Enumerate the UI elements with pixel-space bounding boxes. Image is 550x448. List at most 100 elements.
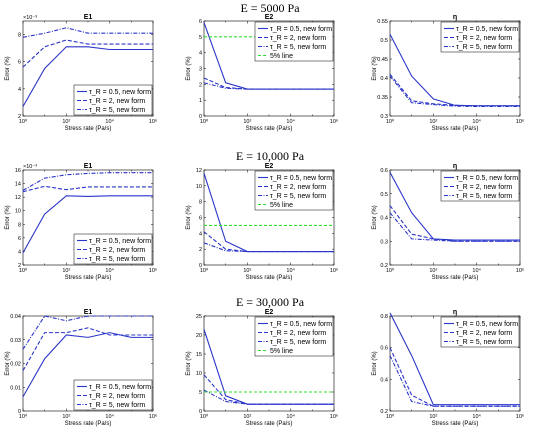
legend-label: 5% line	[270, 348, 293, 355]
panel-title: η	[453, 163, 457, 170]
y-tick-label: 0.55	[377, 19, 388, 25]
legend-label: τ_R = 0.5, new form	[456, 26, 518, 33]
y-tick-label: 2	[18, 114, 21, 120]
legend: τ_R = 0.5, new form τ_R = 2, new form τ_R …	[254, 21, 334, 62]
legend-label: τ_R = 5, new form	[456, 193, 512, 200]
panel-title: E2	[265, 163, 274, 170]
chart-panel-8: E2 0 5 10 15 20 25 10⁰ 10² 10⁴ 10⁶ Stress rate (Pa/…	[186, 309, 338, 427]
chart-panel-1: E1 ×10⁻³ 2 4 6 8 10⁰ 10² 10⁴ 10⁶ Stress rate (Pa/s…	[5, 14, 157, 132]
x-tick-label: 10⁶	[516, 118, 524, 125]
legend: τ_R = 0.5, new form τ_R = 2, new form τ_R …	[73, 233, 153, 265]
x-tick-label: 10⁰	[19, 413, 28, 420]
series-line-2	[22, 185, 153, 193]
chart-panel-3: η 0.3 0.35 0.4 0.45 0.5 0.55 10⁰ 10² 10⁴ 10⁶ Stress…	[372, 14, 524, 132]
x-axis-label: Stress rate (Pa/s)	[65, 421, 112, 427]
row-title-2: E = 10,000 Pa	[236, 149, 305, 163]
panel-title: E2	[265, 309, 274, 316]
y-tick-label: 0	[199, 114, 202, 120]
chart-panel-6: η 0.2 0.3 0.4 0.5 0.6 10⁰ 10² 10⁴ 10⁶ Stress rate …	[372, 163, 524, 281]
legend-label: τ_R = 5, new form	[89, 256, 145, 263]
y-tick-label: 0.2	[380, 263, 388, 269]
y-tick-label: 15	[196, 352, 202, 358]
legend-label: τ_R = 5, new form	[270, 193, 326, 200]
series-line-3	[389, 212, 520, 242]
legend-label: τ_R = 5, new form	[89, 107, 145, 114]
y-tick-label: 10	[196, 371, 202, 377]
y-tick-label: 3	[199, 67, 202, 73]
x-axis-label: Stress rate (Pa/s)	[432, 421, 479, 427]
legend-label: τ_R = 0.5, new form	[89, 238, 151, 245]
legend: τ_R = 0.5, new form τ_R = 2, new form τ_R …	[440, 316, 520, 348]
x-tick-label: 10⁶	[330, 118, 338, 125]
y-axis-label: Error (%)	[372, 351, 378, 375]
panel-title: η	[453, 14, 457, 21]
legend-label: τ_R = 2, new form	[270, 184, 326, 191]
y-tick-label: 0.6	[380, 346, 388, 352]
x-tick-label: 10²	[62, 268, 70, 274]
panel-title: η	[453, 309, 457, 316]
y-tick-label: 0	[199, 263, 202, 269]
x-tick-label: 10⁰	[386, 118, 395, 125]
y-tick-label: 0	[18, 409, 21, 415]
legend-label: τ_R = 0.5, new form	[89, 89, 151, 96]
panel-title: E2	[265, 14, 274, 21]
x-tick-label: 10⁰	[386, 413, 395, 420]
legend-label: τ_R = 5, new form	[89, 402, 145, 409]
y-tick-label: 0.2	[380, 409, 388, 415]
x-tick-label: 10⁰	[19, 267, 28, 274]
x-tick-label: 10⁶	[149, 413, 157, 420]
legend: τ_R = 0.5, new form τ_R = 2, new form τ_R …	[254, 316, 334, 357]
legend-label: τ_R = 2, new form	[456, 35, 512, 42]
x-axis-label: Stress rate (Pa/s)	[65, 126, 112, 132]
y-tick-label: 0.3	[380, 114, 388, 120]
x-axis-label: Stress rate (Pa/s)	[246, 126, 293, 132]
legend-label: τ_R = 5, new form	[456, 339, 512, 346]
x-tick-label: 10²	[243, 119, 251, 125]
series-line-3	[203, 82, 334, 90]
chart-panel-7: E1 0 0.01 0.02 0.03 0.04 10⁰ 10² 10⁴ 10⁶ Stress ra…	[5, 309, 157, 427]
series-line-3	[389, 75, 520, 108]
legend-label: τ_R = 5, new form	[270, 339, 326, 346]
x-axis-label: Stress rate (Pa/s)	[65, 275, 112, 281]
y-tick-label: 6	[199, 216, 202, 222]
y-tick-label: 14	[15, 182, 21, 188]
panel-title: E1	[84, 309, 93, 316]
x-tick-label: 10²	[243, 268, 251, 274]
x-tick-label: 10⁴	[105, 267, 114, 274]
x-tick-label: 10⁴	[286, 267, 295, 274]
y-tick-label: 0.8	[380, 314, 388, 320]
x-tick-label: 10⁴	[286, 413, 295, 420]
exponent-label: ×10⁻³	[23, 164, 37, 170]
panel-title: E1	[84, 163, 93, 170]
x-tick-label: 10⁰	[200, 413, 209, 420]
x-tick-label: 10²	[429, 414, 437, 420]
legend-label: τ_R = 2, new form	[270, 330, 326, 337]
x-tick-label: 10⁰	[200, 118, 209, 125]
legend-label: τ_R = 2, new form	[456, 330, 512, 337]
row-title-1: E = 5000 Pa	[240, 1, 300, 15]
y-tick-label: 2	[18, 263, 21, 269]
series-line-1	[22, 46, 153, 107]
y-tick-label: 0.04	[10, 314, 21, 320]
legend: τ_R = 0.5, new form τ_R = 2, new form τ_R …	[440, 21, 520, 53]
x-axis-label: Stress rate (Pa/s)	[246, 421, 293, 427]
x-tick-label: 10⁶	[149, 267, 157, 274]
legend-label: τ_R = 2, new form	[89, 393, 145, 400]
x-tick-label: 10⁶	[516, 267, 524, 274]
legend-label: τ_R = 0.5, new form	[456, 175, 518, 182]
series-line-3	[22, 315, 153, 350]
y-tick-label: 0.03	[10, 338, 21, 344]
row-title-3: E = 30,000 Pa	[236, 295, 305, 309]
x-tick-label: 10⁶	[330, 413, 338, 420]
y-tick-label: 25	[196, 314, 202, 320]
y-tick-label: 5	[199, 390, 202, 396]
y-axis-label: Error (%)	[186, 351, 192, 375]
y-tick-label: 0.3	[380, 239, 388, 245]
y-axis-label: Error (%)	[372, 56, 378, 80]
series-line-3	[389, 355, 520, 407]
y-tick-label: 8	[199, 200, 202, 206]
x-tick-label: 10⁶	[516, 413, 524, 420]
y-tick-label: 0.5	[380, 192, 388, 198]
legend-label: 5% line	[270, 202, 293, 209]
